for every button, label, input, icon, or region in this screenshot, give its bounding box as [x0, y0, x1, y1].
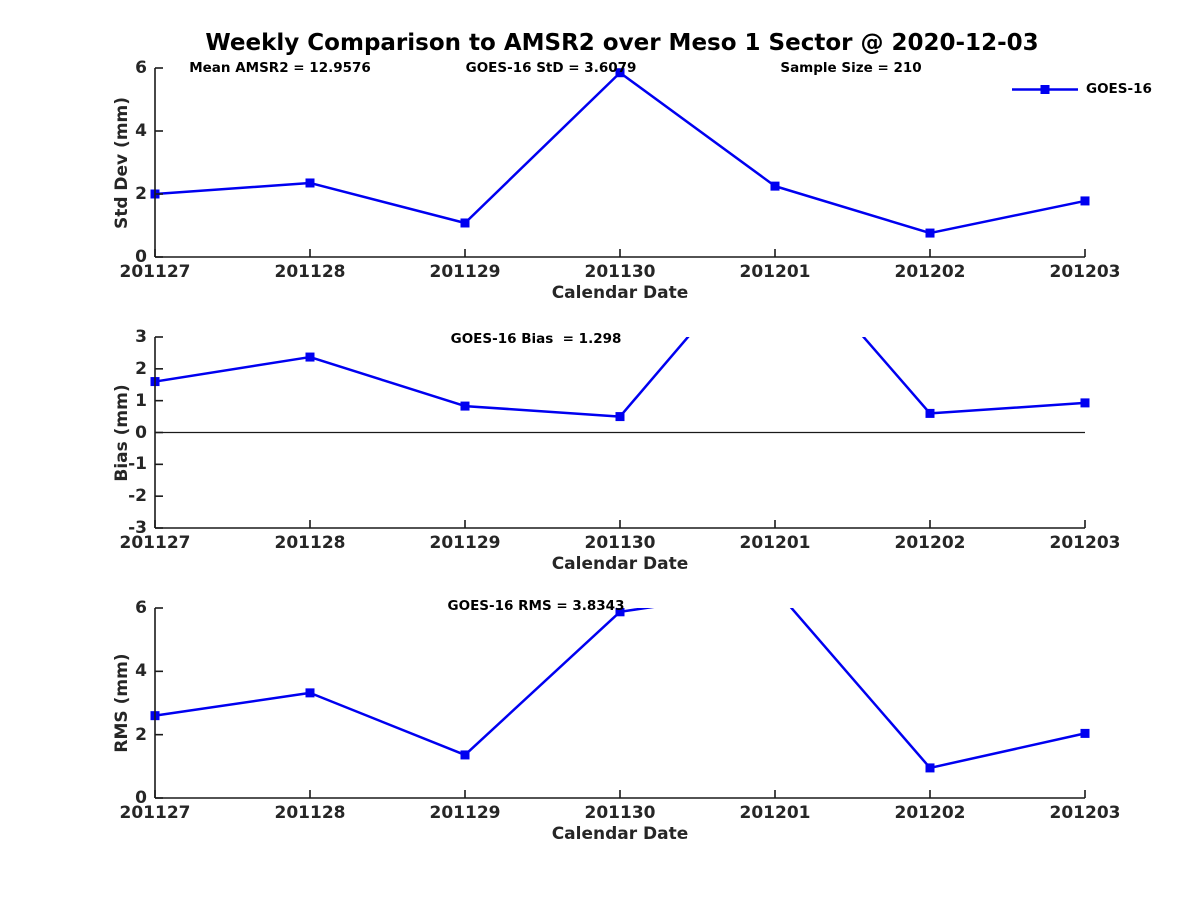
data-point-marker: [615, 608, 625, 617]
data-point-marker: [925, 763, 935, 773]
subplot-bias: [150, 231, 1090, 529]
data-point-marker: [460, 750, 470, 760]
data-point-marker: [615, 68, 625, 78]
data-point-marker: [305, 352, 315, 362]
data-point-marker: [615, 412, 625, 422]
data-point-marker: [460, 401, 470, 411]
legend-line-marker-icon: [1012, 84, 1078, 94]
legend: GOES-16: [1012, 81, 1152, 97]
subplot-std-dev: [150, 67, 1090, 258]
data-point-marker: [1080, 398, 1090, 408]
data-point-marker: [771, 585, 780, 594]
data-point-marker: [771, 231, 780, 240]
series-line: [154, 71, 1086, 235]
subplot-rms: [150, 585, 1090, 799]
series-group: [150, 68, 1090, 238]
data-point-marker: [925, 228, 935, 238]
data-point-marker: [925, 408, 935, 418]
data-point-marker: [770, 181, 780, 191]
data-point-marker: [305, 178, 315, 188]
series-group: [150, 231, 1090, 422]
data-point-marker: [1080, 728, 1090, 738]
data-point-marker: [460, 218, 470, 228]
legend-series-label: GOES-16: [1086, 81, 1152, 97]
series-line: [154, 337, 1086, 418]
data-point-marker: [305, 688, 315, 698]
data-point-marker: [1080, 196, 1090, 206]
series-group: [150, 585, 1090, 773]
